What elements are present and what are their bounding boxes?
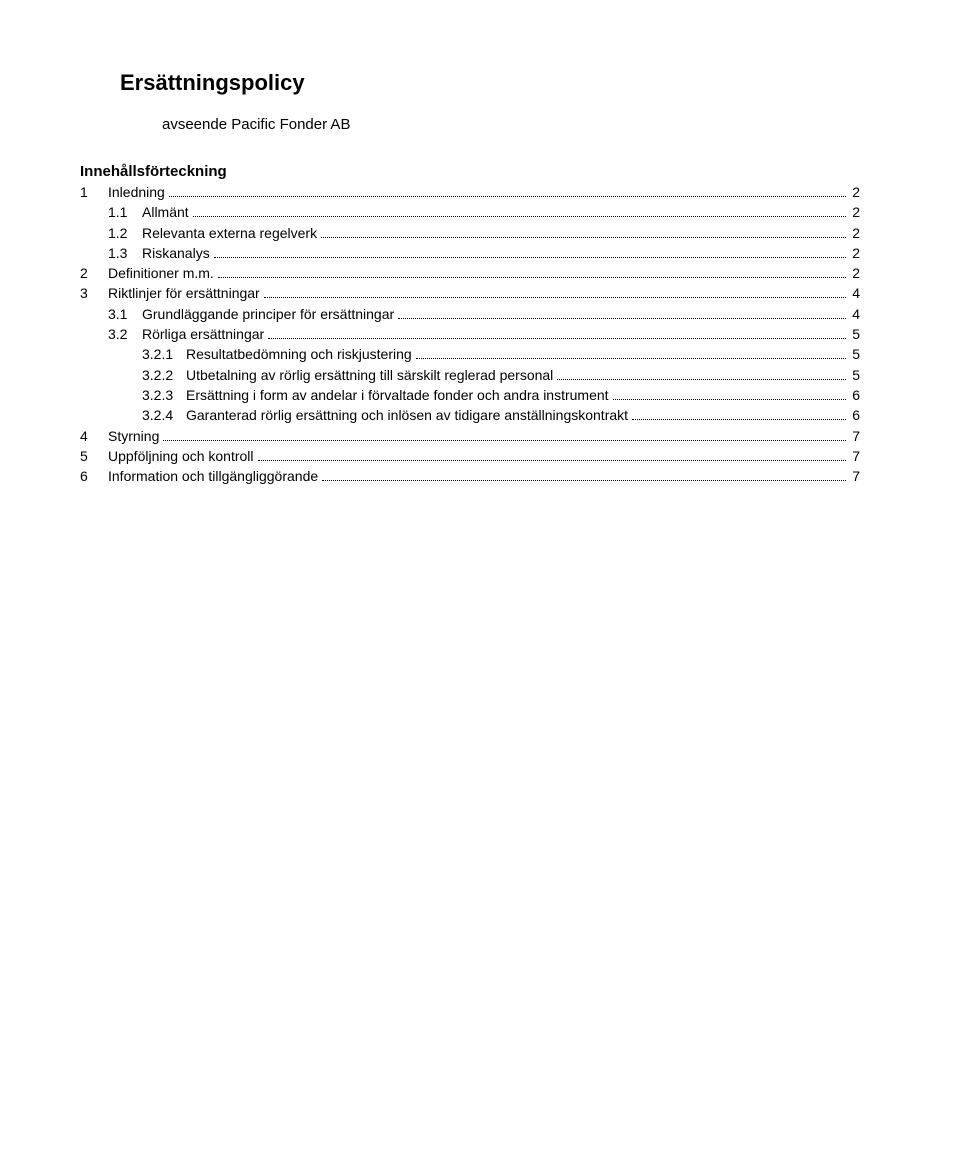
toc-entry-label: Information och tillgängliggörande bbox=[108, 466, 320, 486]
toc-entry-number: 3 bbox=[80, 283, 108, 303]
toc-entry-number: 3.2 bbox=[108, 324, 142, 344]
toc-leader-dots bbox=[398, 318, 846, 319]
document-page: Ersättningspolicy avseende Pacific Fonde… bbox=[0, 0, 960, 1172]
toc-entry-number: 1.2 bbox=[108, 223, 142, 243]
toc-entry-page: 4 bbox=[848, 283, 860, 303]
toc-leader-dots bbox=[218, 277, 846, 278]
toc-entry-label: Ersättning i form av andelar i förvaltad… bbox=[186, 385, 611, 405]
toc-entry-label: Utbetalning av rörlig ersättning till sä… bbox=[186, 365, 555, 385]
toc-entry-number: 5 bbox=[80, 446, 108, 466]
toc-heading: Innehållsförteckning bbox=[80, 163, 860, 180]
toc-entry: 1Inledning 2 bbox=[80, 182, 860, 202]
toc-entry: 1.1Allmänt 2 bbox=[80, 202, 860, 222]
toc-leader-dots bbox=[163, 440, 846, 441]
toc-entry: 3.2.1Resultatbedömning och riskjustering… bbox=[80, 344, 860, 364]
toc-entry-page: 7 bbox=[848, 446, 860, 466]
toc-entry-page: 7 bbox=[848, 466, 860, 486]
toc-entry: 4Styrning 7 bbox=[80, 426, 860, 446]
toc-entry-label: Riskanalys bbox=[142, 243, 212, 263]
toc-entry-page: 6 bbox=[848, 385, 860, 405]
toc-entry-label: Inledning bbox=[108, 182, 167, 202]
toc-entry: 3.1Grundläggande principer för ersättnin… bbox=[80, 304, 860, 324]
toc-leader-dots bbox=[264, 297, 846, 298]
document-title: Ersättningspolicy bbox=[120, 70, 860, 96]
toc-entry-number: 3.2.1 bbox=[142, 344, 186, 364]
toc-leader-dots bbox=[321, 237, 846, 238]
toc-entry: 1.3Riskanalys 2 bbox=[80, 243, 860, 263]
toc-entry-page: 2 bbox=[848, 243, 860, 263]
toc-entry-number: 3.2.3 bbox=[142, 385, 186, 405]
toc-entry-page: 2 bbox=[848, 202, 860, 222]
toc-leader-dots bbox=[557, 379, 846, 380]
toc-entry-label: Grundläggande principer för ersättningar bbox=[142, 304, 396, 324]
toc-entry-label: Styrning bbox=[108, 426, 161, 446]
toc-leader-dots bbox=[322, 480, 846, 481]
toc-entry: 6Information och tillgängliggörande 7 bbox=[80, 466, 860, 486]
toc-entry-page: 5 bbox=[848, 344, 860, 364]
toc-entry-label: Resultatbedömning och riskjustering bbox=[186, 344, 414, 364]
toc-leader-dots bbox=[416, 358, 847, 359]
toc-entry: 1.2Relevanta externa regelverk 2 bbox=[80, 223, 860, 243]
toc-entry-label: Riktlinjer för ersättningar bbox=[108, 283, 262, 303]
toc-entry-page: 4 bbox=[848, 304, 860, 324]
toc-entry-number: 6 bbox=[80, 466, 108, 486]
toc-entry-page: 5 bbox=[848, 365, 860, 385]
toc-leader-dots bbox=[258, 460, 847, 461]
toc-entry-label: Relevanta externa regelverk bbox=[142, 223, 319, 243]
toc-leader-dots bbox=[193, 216, 847, 217]
toc-entry-label: Garanterad rörlig ersättning och inlösen… bbox=[186, 405, 630, 425]
document-subtitle: avseende Pacific Fonder AB bbox=[162, 116, 860, 133]
toc-entry-number: 3.2.2 bbox=[142, 365, 186, 385]
toc-entry-number: 1.1 bbox=[108, 202, 142, 222]
toc-entry-number: 4 bbox=[80, 426, 108, 446]
toc-leader-dots bbox=[613, 399, 847, 400]
toc-entry: 3.2.2Utbetalning av rörlig ersättning ti… bbox=[80, 365, 860, 385]
toc-entry-page: 7 bbox=[848, 426, 860, 446]
toc-entry-label: Rörliga ersättningar bbox=[142, 324, 266, 344]
toc-leader-dots bbox=[169, 196, 846, 197]
toc-entry-number: 3.2.4 bbox=[142, 405, 186, 425]
title-block: Ersättningspolicy avseende Pacific Fonde… bbox=[120, 70, 860, 133]
toc-entry: 5Uppföljning och kontroll 7 bbox=[80, 446, 860, 466]
toc-entry: 2Definitioner m.m.2 bbox=[80, 263, 860, 283]
toc-entry-label: Allmänt bbox=[142, 202, 191, 222]
toc-leader-dots bbox=[214, 257, 847, 258]
table-of-contents: 1Inledning21.1Allmänt21.2Relevanta exter… bbox=[80, 182, 860, 486]
toc-leader-dots bbox=[268, 338, 846, 339]
toc-entry: 3.2.4Garanterad rörlig ersättning och in… bbox=[80, 405, 860, 425]
toc-entry-page: 2 bbox=[848, 223, 860, 243]
toc-entry-label: Uppföljning och kontroll bbox=[108, 446, 256, 466]
toc-entry-number: 2 bbox=[80, 263, 108, 283]
toc-entry: 3.2.3Ersättning i form av andelar i förv… bbox=[80, 385, 860, 405]
toc-entry-number: 1.3 bbox=[108, 243, 142, 263]
toc-leader-dots bbox=[632, 419, 846, 420]
toc-entry: 3.2Rörliga ersättningar 5 bbox=[80, 324, 860, 344]
toc-entry-number: 3.1 bbox=[108, 304, 142, 324]
toc-entry-page: 6 bbox=[848, 405, 860, 425]
toc-entry-page: 5 bbox=[848, 324, 860, 344]
toc-entry-page: 2 bbox=[848, 263, 860, 283]
toc-entry-label: Definitioner m.m. bbox=[108, 263, 216, 283]
toc-entry-number: 1 bbox=[80, 182, 108, 202]
toc-entry: 3Riktlinjer för ersättningar 4 bbox=[80, 283, 860, 303]
toc-entry-page: 2 bbox=[848, 182, 860, 202]
